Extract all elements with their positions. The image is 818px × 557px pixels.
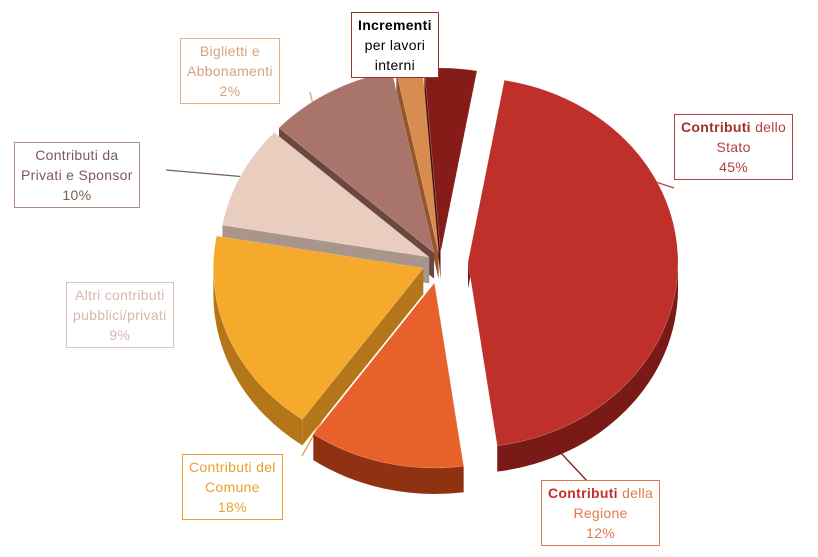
label-privati-line2: Privati e Sponsor	[21, 167, 133, 183]
label-incrementi-bold: Incrementi	[358, 17, 432, 33]
label-biglietti: Biglietti e Abbonamenti 2%	[180, 38, 280, 104]
label-comune: Contributi del Comune 18%	[182, 454, 283, 520]
label-incrementi-line3: interni	[374, 57, 416, 73]
label-biglietti-pct: 2%	[219, 83, 241, 99]
label-altri-pct: 9%	[109, 327, 131, 343]
label-privati: Contributi da Privati e Sponsor 10%	[14, 142, 140, 208]
label-regione-bold: Contributi	[548, 485, 618, 501]
label-altri-line2: pubblici/privati	[73, 307, 167, 323]
label-stato-pct: 45%	[719, 159, 749, 175]
label-comune-line1: Contributi del	[189, 459, 276, 475]
label-regione-rest: della	[617, 485, 654, 501]
label-biglietti-line1: Biglietti e	[199, 43, 260, 59]
label-incrementi-line2: per lavori	[364, 37, 426, 53]
slice-altri	[222, 132, 431, 258]
label-altri: Altri contributi pubblici/privati 9%	[66, 282, 174, 348]
label-stato: Contributi dello Stato 45%	[674, 114, 794, 180]
label-privati-line1: Contributi da	[35, 147, 119, 163]
slice-wall-incrementi	[424, 68, 441, 280]
slice-wall-comune	[302, 268, 424, 446]
label-incrementi: Incrementi per lavori interni	[351, 12, 439, 78]
slice-comune	[213, 235, 424, 420]
leader-line-comune	[301, 419, 323, 457]
label-stato-bold: Contributi	[681, 119, 751, 135]
slice-side-regione	[313, 434, 464, 494]
slice-regione	[312, 282, 464, 469]
slice-side-comune	[213, 268, 303, 446]
label-altri-line1: Altri contributi	[74, 287, 165, 303]
label-biglietti-line2: Abbonamenti	[187, 63, 273, 79]
slice-stato	[467, 79, 679, 446]
slice-side-stato	[497, 262, 678, 472]
label-comune-pct: 18%	[217, 499, 247, 515]
label-stato-line2: Stato	[716, 139, 751, 155]
label-comune-line2: Comune	[204, 479, 260, 495]
label-stato-rest: dello	[750, 119, 787, 135]
label-regione-line2: Regione	[573, 505, 628, 521]
slice-tops	[213, 67, 679, 469]
label-regione-pct: 12%	[586, 525, 616, 541]
label-privati-pct: 10%	[62, 187, 92, 203]
label-regione: Contributi della Regione 12%	[541, 480, 661, 546]
leader-line-regione	[559, 451, 589, 483]
